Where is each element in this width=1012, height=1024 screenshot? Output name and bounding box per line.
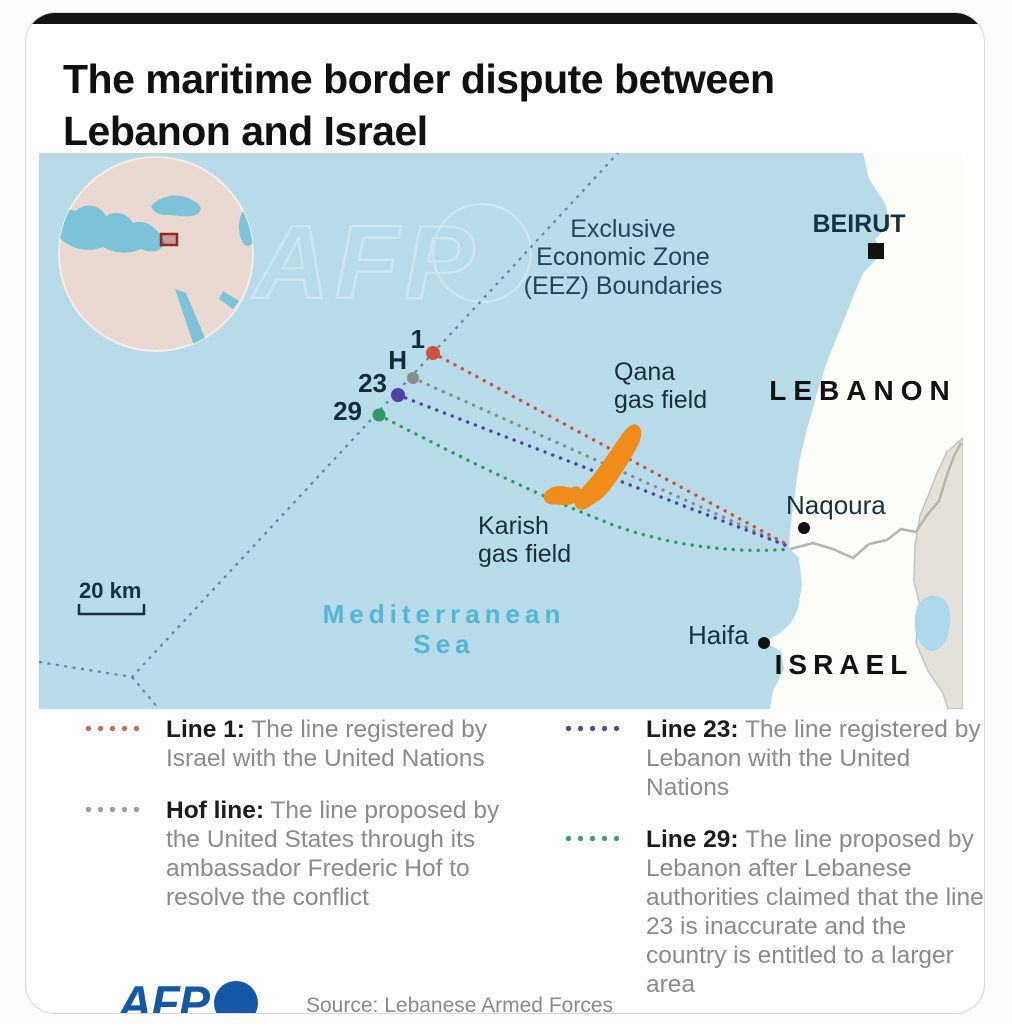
legend-description: The line proposed by the United States t… (166, 797, 500, 911)
land-lebanon-israel (764, 153, 963, 709)
inset-red-sea (175, 289, 208, 349)
karish-gas-field-shape (543, 486, 582, 506)
title-line-2: Lebanon and Israel (63, 108, 428, 154)
qana-label-line1: Qana (614, 358, 675, 386)
map: AFP (39, 153, 963, 709)
page-title: The maritime border dispute between Leba… (63, 53, 943, 157)
legend-column-left: Line 1: The line registered by Israel wi… (86, 715, 526, 935)
legend-description: The line registered by Israel with the U… (166, 716, 487, 772)
sea-label-line1: Mediterranean (323, 599, 566, 629)
qana-gas-field-shape (574, 424, 642, 510)
legend-text: Line 23: The line registered by Lebanon … (646, 715, 984, 802)
naqoura-marker (798, 522, 810, 534)
legend-text: Line 29: The line proposed by Lebanon af… (646, 825, 984, 999)
inset-mediterranean (59, 205, 165, 253)
legend-item-line23: Line 23: The line registered by Lebanon … (566, 715, 984, 802)
afp-logo-text: AFP (118, 976, 210, 1014)
point-1-marker (426, 346, 440, 360)
israel-label: ISRAEL (775, 649, 914, 680)
haifa-label: Haifa (688, 620, 749, 650)
scale-label: 20 km (79, 578, 141, 603)
line-1-path (431, 351, 792, 548)
haifa-marker (758, 637, 770, 649)
legend-text: Hof line: The line proposed by the Unite… (166, 796, 516, 912)
afp-logo-circle-icon (214, 980, 258, 1013)
legend-label: Line 23: (646, 716, 739, 743)
eez-label-line3: (EEZ) Boundaries (524, 272, 723, 300)
scale-bar (77, 604, 146, 616)
watermark-circle (431, 202, 533, 304)
map-svg: AFP (39, 153, 963, 709)
point-h-label: H (388, 345, 407, 375)
legend-description: The line registered by Lebanon with the … (646, 716, 981, 801)
legend-description: The line proposed by Lebanon after Leban… (646, 826, 984, 998)
naqoura-label: Naqoura (786, 490, 886, 520)
line-23-swatch (566, 715, 646, 802)
eez-label-line2: Economic Zone (536, 243, 710, 271)
qana-label-line2: gas field (614, 386, 707, 414)
land-border-line (789, 442, 963, 560)
line-23-path (396, 393, 792, 549)
title-line-1: The maritime border dispute between (63, 56, 775, 102)
inset-gulf (219, 291, 239, 309)
sea-label-line2: Sea (413, 629, 474, 659)
beirut-label: BEIRUT (812, 210, 905, 238)
point-23-label: 23 (358, 368, 387, 398)
legend-label: Line 29: (646, 826, 739, 853)
source-credit: Source: Lebanese Armed Forces (306, 993, 614, 1014)
legend-column-right: Line 23: The line registered by Lebanon … (566, 715, 984, 1013)
point-29-label: 29 (333, 396, 362, 426)
karish-label-line2: gas field (478, 540, 571, 568)
legend-text: Line 1: The line registered by Israel wi… (166, 715, 516, 773)
hof-line-path (411, 376, 792, 549)
point-1-label: 1 (411, 324, 425, 354)
eez-boundary-lines (39, 153, 619, 709)
inset-locator-map (58, 156, 254, 352)
legend-item-line29: Line 29: The line proposed by Lebanon af… (566, 825, 984, 999)
watermark-text: AFP (251, 205, 480, 321)
eez-label-line1: Exclusive (570, 215, 676, 243)
hof-line-swatch (86, 796, 166, 912)
afp-logo: AFP (118, 975, 258, 1014)
lebanon-label: LEBANON (769, 375, 956, 406)
infographic-card: The maritime border dispute between Leba… (25, 12, 985, 1014)
footer: AFP Source: Lebanese Armed Forces (118, 975, 614, 1014)
legend-item-line1: Line 1: The line registered by Israel wi… (86, 715, 526, 773)
card-top-bar (26, 13, 984, 24)
line-29-path (377, 413, 792, 553)
legend-item-hof: Hof line: The line proposed by the Unite… (86, 796, 526, 912)
line-1-swatch (86, 715, 166, 773)
legend-label: Hof line: (166, 797, 264, 824)
point-29-marker (372, 408, 386, 422)
line-29-swatch (566, 825, 646, 999)
point-h-marker (407, 372, 419, 384)
lake-galilee (914, 595, 951, 651)
inset-focus-rectangle (159, 232, 179, 247)
point-23-marker (391, 388, 405, 402)
afp-watermark: AFP (250, 202, 533, 322)
karish-label-line1: Karish (478, 512, 549, 540)
legend-label: Line 1: (166, 716, 245, 743)
beirut-marker (868, 243, 884, 259)
inset-black-sea (151, 195, 201, 217)
